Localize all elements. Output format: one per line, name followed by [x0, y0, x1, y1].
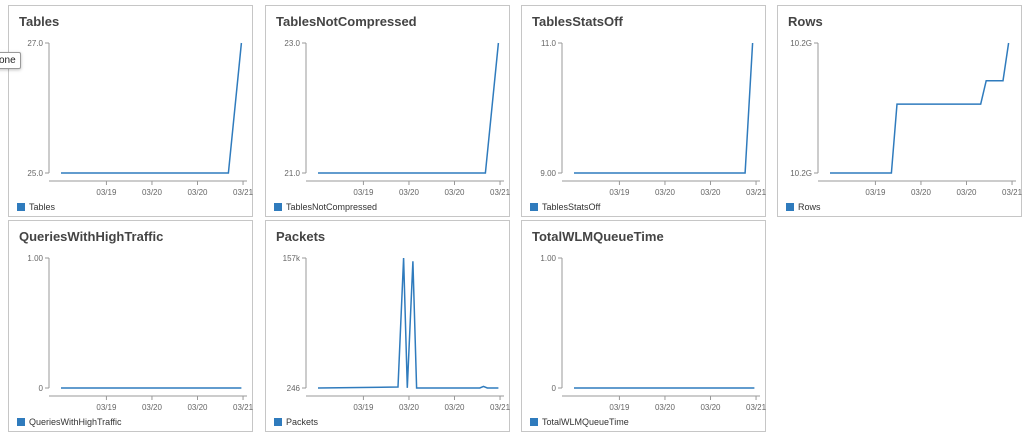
- x-tick-label: 03/19: [865, 188, 886, 197]
- chart-title: Rows: [788, 14, 823, 29]
- chart-legend: Tables: [17, 202, 55, 212]
- legend-swatch: [274, 418, 282, 426]
- x-tick-label: 03/19: [96, 403, 117, 412]
- x-tick-label: 03/21: [233, 403, 254, 412]
- x-tick-label: 03/21: [746, 188, 767, 197]
- chart-panel-rows: Rows 10.2G 10.2G 03/19 03/20 03/20 03/21 Rows: [777, 5, 1023, 217]
- legend-label: Packets: [286, 417, 319, 427]
- legend-swatch: [274, 203, 282, 211]
- chart-panel-queries-with-high-traffic: QueriesWithHighTraffic 1.00 0 03/19 03/20 03/…: [8, 220, 254, 432]
- chart-title: TotalWLMQueueTime: [532, 229, 664, 244]
- x-tick-label: 03/21: [746, 403, 767, 412]
- legend-label: TablesNotCompressed: [286, 202, 378, 212]
- chart-plot: 23.0 21.0 03/19 03/20 03/20 03/21: [284, 39, 511, 197]
- y-tick-label: 25.0: [27, 169, 43, 178]
- x-tick-label: 03/21: [1002, 188, 1023, 197]
- x-tick-label: 03/21: [233, 188, 254, 197]
- y-tick-label: 11.0: [541, 39, 557, 48]
- x-tick-label: 03/19: [609, 188, 630, 197]
- chart-title: TablesNotCompressed: [276, 14, 417, 29]
- series-line: [830, 42, 1010, 174]
- legend-swatch: [530, 203, 538, 211]
- legend-label: TablesStatsOff: [542, 202, 601, 212]
- y-tick-label: 9.00: [540, 169, 556, 178]
- legend-label: Tables: [29, 202, 56, 212]
- chart-panel-tables-stats-off: TablesStatsOff 11.0 9.00 03/19 03/20 03/20 03/…: [521, 5, 767, 217]
- chart-plot: 10.2G 10.2G 03/19 03/20 03/20 03/21: [790, 39, 1023, 197]
- chart-panel-tables-not-compressed: TablesNotCompressed 23.0 21.0 03/19 03/20 03/…: [265, 5, 511, 217]
- legend-swatch: [17, 418, 25, 426]
- chart-title: TablesStatsOff: [532, 14, 623, 29]
- x-tick-label: 03/20: [444, 403, 465, 412]
- x-tick-label: 03/20: [187, 188, 208, 197]
- x-tick-label: 03/21: [490, 188, 511, 197]
- series-line: [317, 257, 499, 389]
- y-tick-label: 1.00: [27, 254, 43, 263]
- series-line: [61, 42, 243, 174]
- legend-label: Rows: [798, 202, 821, 212]
- x-tick-label: 03/20: [956, 188, 977, 197]
- series-line: [318, 42, 500, 174]
- chart-legend: QueriesWithHighTraffic: [17, 417, 122, 427]
- legend-swatch: [530, 418, 538, 426]
- y-tick-label: 0: [552, 384, 557, 393]
- legend-swatch: [17, 203, 25, 211]
- x-tick-label: 03/19: [353, 403, 374, 412]
- y-tick-label: 1.00: [540, 254, 556, 263]
- y-tick-label: 27.0: [27, 39, 43, 48]
- y-tick-label: 10.2G: [790, 169, 812, 178]
- y-tick-label: 23.0: [284, 39, 300, 48]
- x-tick-label: 03/20: [700, 188, 721, 197]
- x-tick-label: 03/19: [353, 188, 374, 197]
- chart-title: Tables: [19, 14, 60, 29]
- chart-legend: TablesStatsOff: [530, 202, 600, 212]
- chart-title: Packets: [276, 229, 326, 244]
- chart-plot: 27.0 25.0 03/19 03/20 03/20 03/21: [27, 39, 254, 197]
- hover-tooltip: one: [0, 52, 21, 69]
- y-tick-label: 10.2G: [790, 39, 812, 48]
- legend-label: TotalWLMQueueTime: [542, 417, 629, 427]
- x-tick-label: 03/19: [96, 188, 117, 197]
- chart-panel-total-wlmqueue-time: TotalWLMQueueTime 1.00 0 03/19 03/20 03/20 03/…: [521, 220, 767, 432]
- x-tick-label: 03/20: [142, 188, 163, 197]
- x-tick-label: 03/20: [655, 403, 676, 412]
- y-tick-label: 21.0: [284, 169, 300, 178]
- chart-title: QueriesWithHighTraffic: [19, 229, 164, 244]
- x-tick-label: 03/19: [609, 403, 630, 412]
- x-tick-label: 03/20: [187, 403, 208, 412]
- chart-legend: TablesNotCompressed: [274, 202, 377, 212]
- chart-plot: 1.00 0 03/19 03/20 03/20 03/21: [27, 254, 254, 412]
- y-tick-label: 246: [287, 384, 301, 393]
- x-tick-label: 03/20: [142, 403, 163, 412]
- chart-legend: Rows: [786, 202, 821, 212]
- chart-panel-tables: Tables 27.0 25.0 03/19 03/20 03/20 03/21 Tables: [8, 5, 254, 217]
- chart-legend: Packets: [274, 417, 318, 427]
- x-tick-label: 03/20: [399, 188, 420, 197]
- x-tick-label: 03/20: [655, 188, 676, 197]
- chart-plot: 1.00 0 03/19 03/20 03/20 03/21: [540, 254, 767, 412]
- x-tick-label: 03/20: [399, 403, 420, 412]
- x-tick-label: 03/20: [700, 403, 721, 412]
- x-tick-label: 03/20: [444, 188, 465, 197]
- chart-legend: TotalWLMQueueTime: [530, 417, 629, 427]
- chart-plot: 11.0 9.00 03/19 03/20 03/20 03/21: [540, 39, 767, 197]
- y-tick-label: 157k: [283, 254, 301, 263]
- chart-panel-packets: Packets 157k 246 03/19 03/20 03/20 03/21 Packet…: [265, 220, 511, 432]
- chart-plot: 157k 246 03/19 03/20 03/20 03/21: [283, 254, 511, 412]
- legend-label: QueriesWithHighTraffic: [29, 417, 122, 427]
- x-tick-label: 03/20: [911, 188, 932, 197]
- y-tick-label: 0: [39, 384, 44, 393]
- series-line: [574, 42, 754, 174]
- x-tick-label: 03/21: [490, 403, 511, 412]
- legend-swatch: [786, 203, 794, 211]
